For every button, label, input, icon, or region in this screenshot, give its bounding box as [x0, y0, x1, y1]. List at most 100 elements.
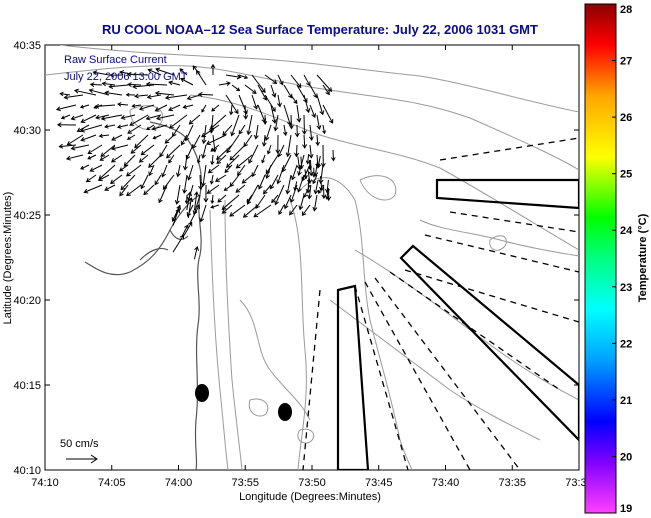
- current-vector-head: [223, 187, 228, 191]
- current-vector-head: [278, 210, 283, 216]
- current-vector-head: [89, 167, 95, 172]
- current-vector-head: [244, 75, 249, 80]
- current-vector-head: [147, 68, 153, 74]
- current-vector: [186, 144, 194, 160]
- current-vector-head: [85, 177, 91, 183]
- current-vector-head: [285, 152, 291, 158]
- current-vector-head: [226, 163, 231, 168]
- current-vector: [139, 154, 149, 163]
- colorbar-label: Temperature (°C): [637, 213, 649, 302]
- current-vector-head: [111, 136, 116, 141]
- current-vector-head: [285, 189, 291, 195]
- current-vector: [176, 184, 181, 204]
- colorbar-tick-label: 22: [620, 338, 632, 350]
- current-vector-head: [209, 124, 215, 130]
- current-vector: [248, 144, 259, 164]
- current-vector: [221, 194, 240, 210]
- current-vector-head: [276, 179, 282, 185]
- current-vector-head: [289, 210, 294, 216]
- current-vector: [309, 144, 312, 158]
- current-vector: [111, 144, 129, 150]
- current-vector: [255, 124, 259, 139]
- current-vector: [104, 184, 116, 191]
- current-vector: [297, 156, 301, 170]
- current-vector-head: [168, 159, 172, 164]
- current-vector: [326, 179, 329, 193]
- current-vector: [242, 174, 253, 184]
- current-vector: [290, 184, 298, 203]
- current-vector: [172, 205, 181, 226]
- current-vector-head: [210, 161, 215, 166]
- current-vector: [177, 164, 181, 177]
- x-tick-label: 73:40: [432, 477, 460, 489]
- current-vector-head: [111, 145, 116, 151]
- current-vector-head: [222, 131, 227, 136]
- current-vector: [134, 134, 149, 148]
- x-tick-label: 74:00: [165, 477, 193, 489]
- current-vector-head: [76, 127, 82, 133]
- current-vector: [237, 164, 246, 176]
- current-vector: [166, 144, 181, 159]
- current-vector-head: [140, 150, 146, 156]
- current-vector-head: [316, 163, 322, 169]
- current-vector: [216, 154, 227, 164]
- current-vector-head: [266, 150, 271, 155]
- current-vector-head: [143, 190, 148, 196]
- current-vector: [67, 134, 84, 146]
- current-vector-head: [94, 103, 100, 109]
- current-vector-head: [271, 92, 277, 98]
- current-vector: [200, 204, 207, 222]
- current-vector-head: [217, 198, 222, 203]
- current-vector-head: [253, 104, 259, 110]
- current-vector-head: [197, 91, 203, 97]
- current-vector-head: [229, 111, 234, 116]
- current-vector: [181, 225, 189, 238]
- current-vector: [155, 68, 175, 76]
- current-vector-head: [305, 188, 311, 194]
- current-vector-head: [251, 172, 257, 178]
- current-vector: [270, 104, 276, 124]
- current-vector: [158, 184, 168, 203]
- current-vector-head: [187, 191, 193, 197]
- current-vector: [222, 124, 233, 136]
- current-vector-head: [206, 189, 212, 194]
- current-vector: [127, 124, 142, 134]
- current-vector-head: [193, 191, 199, 196]
- current-vector-head: [242, 213, 248, 218]
- current-vector-head: [265, 174, 270, 179]
- current-vector-head: [188, 119, 194, 125]
- annotation-line-2: July 22, 2006 13:00 GMT: [64, 71, 188, 83]
- current-vector: [226, 154, 240, 168]
- current-vector-head: [203, 198, 209, 203]
- current-vector-head: [303, 175, 308, 180]
- current-vector-head: [80, 118, 86, 124]
- current-vector: [184, 154, 188, 170]
- current-vector: [185, 124, 194, 141]
- current-vector: [225, 94, 239, 114]
- current-vector-head: [235, 163, 241, 169]
- current-vector: [127, 73, 149, 76]
- current-vector-head: [119, 191, 124, 197]
- current-vector: [201, 124, 220, 138]
- current-vector-head: [104, 186, 109, 191]
- current-vector-head: [179, 234, 185, 240]
- current-vector: [215, 174, 227, 182]
- colorbar: [584, 3, 617, 514]
- current-vector: [295, 144, 298, 157]
- y-tick-label: 40:15: [13, 380, 41, 392]
- current-vector: [269, 174, 279, 189]
- current-vector-head: [116, 124, 122, 129]
- current-vector-head: [101, 81, 107, 87]
- coastline: [84, 121, 202, 470]
- current-vector: [155, 92, 175, 96]
- current-vector-head: [301, 130, 307, 135]
- current-vector: [148, 154, 162, 168]
- current-vector-head: [73, 88, 79, 94]
- current-vector-head: [184, 200, 189, 205]
- current-vector: [172, 234, 184, 253]
- current-vector-head: [297, 171, 302, 177]
- current-vector-head: [65, 155, 71, 161]
- current-vector: [193, 246, 198, 260]
- current-vector: [66, 154, 84, 160]
- current-vector: [189, 114, 201, 125]
